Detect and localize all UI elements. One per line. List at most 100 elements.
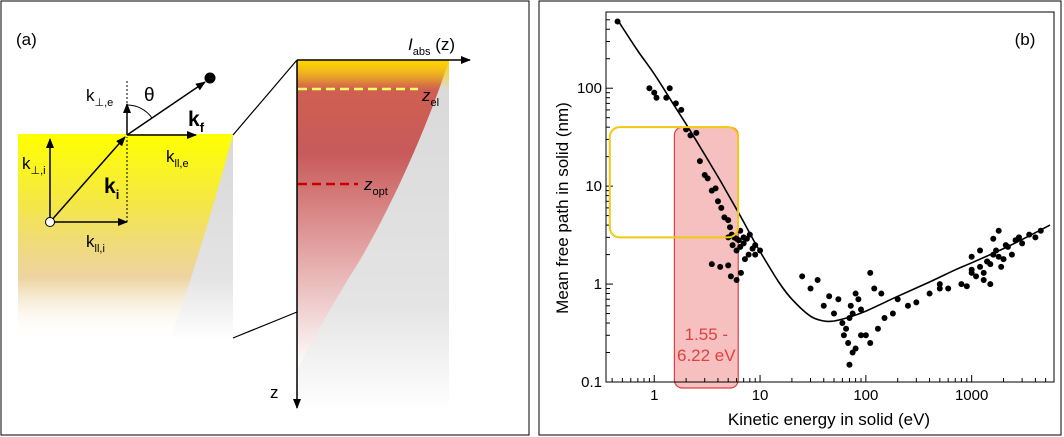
data-point (729, 242, 736, 249)
data-point (936, 285, 943, 292)
data-point (973, 273, 980, 280)
data-point (980, 269, 987, 276)
data-point (740, 240, 747, 247)
data-point (987, 281, 994, 288)
data-point (849, 310, 856, 317)
data-point (826, 293, 833, 300)
data-point (977, 263, 984, 270)
x-tick-label: 1 (650, 387, 658, 404)
data-point (878, 290, 885, 297)
k-perp-e-label: k⊥,e (86, 86, 113, 109)
data-point (727, 224, 734, 231)
data-point (855, 296, 862, 303)
data-point (1026, 231, 1033, 238)
panel-b-label: (b) (1015, 30, 1036, 49)
data-point (990, 235, 997, 242)
data-point (672, 100, 679, 107)
data-point (799, 273, 806, 280)
data-point (913, 299, 920, 306)
data-point (904, 302, 911, 309)
data-point (871, 285, 878, 292)
data-point (847, 302, 854, 309)
panel-b-chart: 1 10 100 1000 0.1 1 10 100 1.55 - 6.22 eV (b) K… (538, 0, 1062, 436)
red-band-label-line-1: 1.55 - (685, 325, 728, 344)
plot-area-frame (605, 11, 1055, 383)
y-tick-label: 0.1 (581, 374, 602, 391)
inset-surface-yellow (297, 60, 449, 90)
photoelectron-dot (204, 72, 216, 84)
data-point (757, 247, 764, 254)
data-point (651, 89, 658, 96)
x-tick-label: 1000 (955, 387, 988, 404)
x-axis-label: Kinetic energy in solid (eV) (728, 410, 930, 429)
data-point (752, 251, 759, 258)
k-f-label: kf (188, 108, 205, 135)
data-point (995, 253, 1002, 260)
data-point (741, 256, 748, 263)
data-point (1015, 234, 1022, 241)
data-point (926, 290, 933, 297)
data-point (980, 277, 987, 284)
data-point (936, 281, 943, 288)
data-point (718, 204, 725, 211)
data-point (968, 253, 975, 260)
data-point (843, 325, 850, 332)
i-abs-label: Iabs (z) (408, 35, 455, 58)
yellow-box (608, 126, 740, 239)
x-tick-label: 10 (752, 387, 769, 404)
theta-label: θ (144, 85, 155, 106)
data-point (1008, 251, 1015, 258)
data-point (820, 302, 827, 309)
data-point (846, 361, 853, 368)
data-point (1019, 240, 1026, 247)
red-band-label-line-2: 6.22 eV (677, 346, 736, 365)
data-point (995, 227, 1002, 234)
data-point (714, 198, 721, 205)
z-opt-label: zopt (363, 175, 388, 198)
theta-arc (126, 104, 153, 119)
data-point (737, 269, 744, 276)
panel-b-frame (538, 0, 1062, 436)
data-point (704, 175, 711, 182)
data-point (852, 290, 859, 297)
data-point (693, 129, 700, 136)
data-point (646, 85, 653, 92)
y-axis-label: Mean free path in solid (nm) (553, 102, 572, 314)
data-point (696, 158, 703, 165)
data-point (867, 269, 874, 276)
data-point (807, 285, 814, 292)
data-point (874, 325, 881, 332)
sample-grey-region (170, 135, 233, 340)
panel-a-label: (a) (16, 30, 37, 49)
data-point (894, 296, 901, 303)
data-point (945, 285, 952, 292)
data-point (840, 332, 847, 339)
data-point (666, 85, 673, 92)
data-point (862, 332, 869, 339)
absorption-profile (297, 60, 449, 370)
k-par-e-label: kll,e (166, 147, 189, 170)
x-tick-label: 100 (853, 387, 878, 404)
data-point (735, 237, 742, 244)
data-point (958, 281, 965, 288)
data-point (881, 315, 888, 322)
data-point (687, 132, 694, 139)
data-point (733, 277, 740, 284)
data-point (746, 231, 753, 238)
data-point (743, 235, 750, 242)
k-perp-i-label: k⊥,i (22, 154, 46, 177)
y-tick-label: 100 (577, 80, 602, 97)
data-point (839, 320, 846, 327)
data-point (663, 94, 670, 101)
k-i-label: ki (104, 175, 119, 202)
data-point (745, 251, 752, 258)
origin-circle (45, 217, 55, 227)
data-point (1000, 256, 1007, 263)
data-point (712, 185, 719, 192)
data-point (835, 296, 842, 303)
data-point (858, 306, 865, 313)
data-point (727, 273, 734, 280)
data-point (653, 94, 660, 101)
z-el-label: zel (421, 86, 439, 109)
data-point (993, 247, 1000, 254)
